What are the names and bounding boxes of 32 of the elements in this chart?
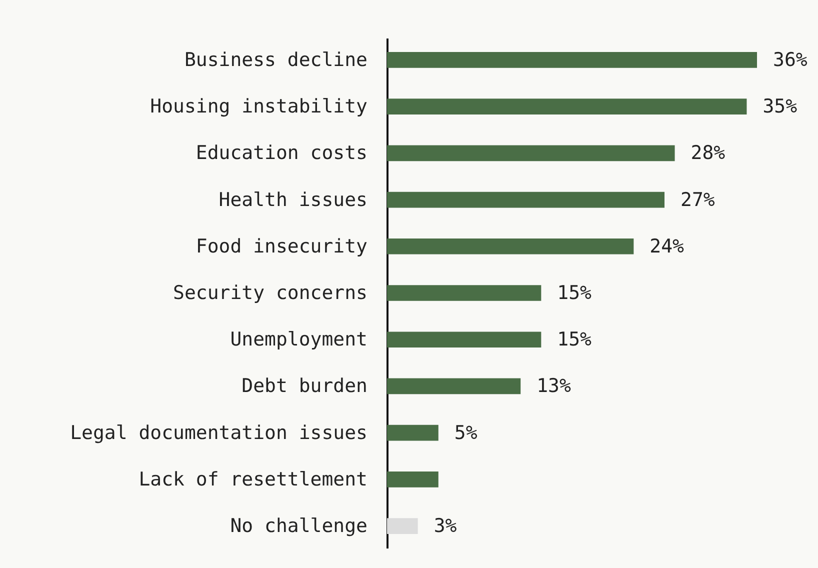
- y-tick-label: Lack of resettlement: [138, 468, 368, 490]
- y-tick-label: Business decline: [184, 48, 368, 71]
- data-label: 28%: [690, 142, 726, 164]
- bar: [387, 192, 664, 208]
- data-label: 24%: [650, 235, 685, 258]
- data-label: 3%: [434, 515, 458, 538]
- y-tick-label: Health issues: [218, 188, 368, 211]
- bar: [387, 378, 521, 394]
- bar: [387, 52, 757, 68]
- data-label: 15%: [557, 282, 592, 304]
- data-label: 27%: [680, 188, 716, 211]
- bar: [387, 472, 438, 488]
- data-label: 13%: [536, 375, 572, 398]
- bar: [387, 332, 542, 348]
- bar: [387, 285, 542, 301]
- data-label: 15%: [557, 328, 592, 351]
- y-tick-label: Debt burden: [242, 375, 368, 398]
- data-label: 35%: [762, 96, 798, 118]
- y-tick-label: Legal documentation issues: [70, 422, 368, 444]
- y-tick-label: Unemployment: [230, 328, 368, 351]
- y-tick-label: Food insecurity: [196, 235, 368, 258]
- y-tick-label: Education costs: [196, 142, 368, 164]
- y-tick-label: No challenge: [230, 515, 368, 538]
- bar: [387, 98, 747, 114]
- bar: [387, 518, 418, 534]
- y-tick-label: Housing instability: [150, 96, 368, 118]
- bar: [387, 238, 634, 254]
- y-tick-label: Security concerns: [173, 282, 368, 304]
- data-label: 36%: [773, 48, 808, 71]
- bar: [387, 145, 675, 162]
- data-label: 5%: [454, 422, 478, 444]
- bar: [387, 424, 438, 441]
